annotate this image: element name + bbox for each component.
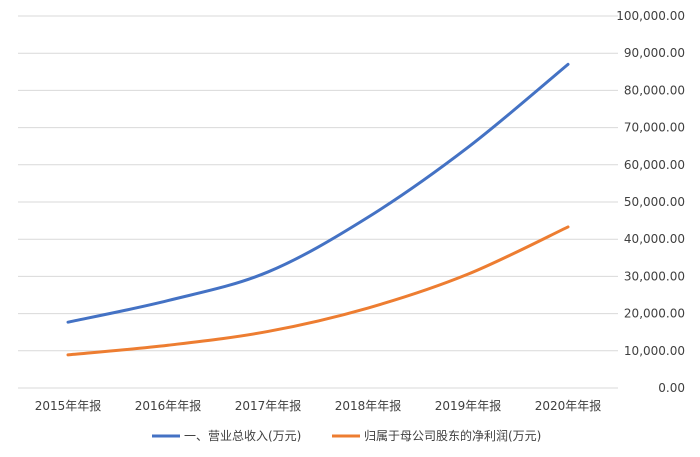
y-tick-label: 100,000.00 [616,9,685,23]
y-tick-label: 0.00 [658,381,685,395]
gridlines [18,15,618,389]
series-lines [66,62,570,357]
x-axis-tick-labels: 2015年年报 2016年年报 2017年年报 2018年年报 2019年年报 2020年… [35,398,602,413]
y-axis-tick-labels: 0.00 10,000.00 20,000.00 30,000.00 40,000.00… [616,9,685,395]
x-tick-label: 2017年年报 [235,398,302,413]
y-tick-label: 90,000.00 [624,46,685,60]
y-tick-label: 60,000.00 [624,158,685,172]
legend-label: 归属于母公司股东的净利润(万元) [364,428,541,443]
x-tick-label: 2018年年报 [335,398,402,413]
x-tick-label: 2019年年报 [435,398,502,413]
y-tick-label: 80,000.00 [624,83,685,97]
series-line-net-profit [66,225,570,357]
x-tick-label: 2020年年报 [535,398,602,413]
y-tick-label: 10,000.00 [624,344,685,358]
y-tick-label: 40,000.00 [624,232,685,246]
legend-label: 一、营业总收入(万元) [184,429,301,443]
y-tick-label: 50,000.00 [624,195,685,209]
y-tick-label: 20,000.00 [624,307,685,321]
y-tick-label: 30,000.00 [624,269,685,283]
legend: 一、营业总收入(万元) 归属于母公司股东的净利润(万元) [152,428,541,443]
x-tick-label: 2015年年报 [35,398,102,413]
x-tick-label: 2016年年报 [135,398,202,413]
y-tick-label: 70,000.00 [624,121,685,135]
series-line-revenue [66,62,570,324]
